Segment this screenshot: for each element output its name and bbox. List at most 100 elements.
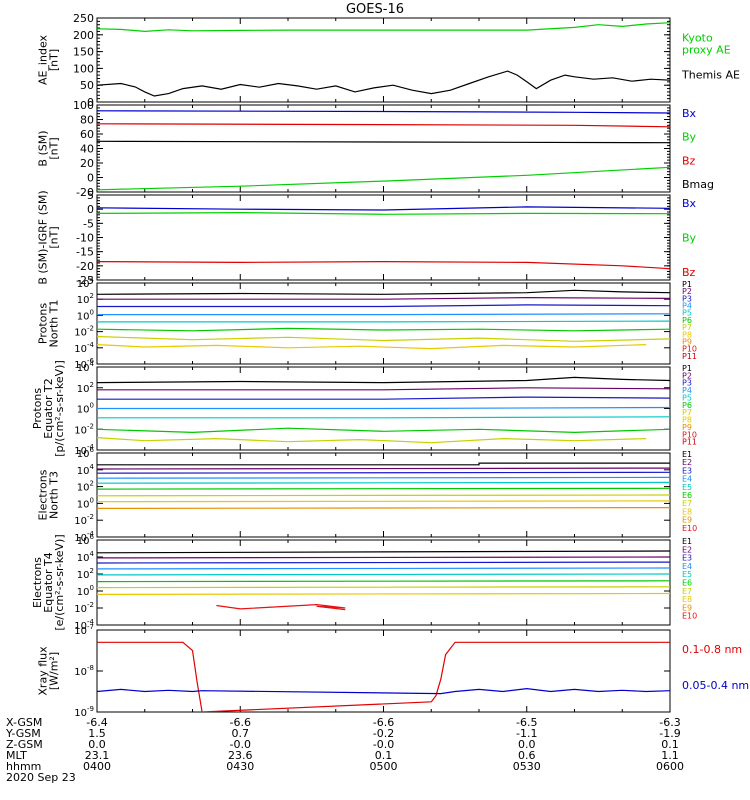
- x-axis-row-label: Y-GSM: [5, 727, 41, 740]
- legend-label-themis-ae: Themis AE: [681, 68, 740, 81]
- legend-label-e1: E1: [682, 450, 692, 459]
- legend-label-p7: P7: [682, 323, 692, 332]
- y-tick-label: 250: [73, 12, 94, 25]
- legend-label-p3: P3: [682, 294, 692, 303]
- y-tick-label: -25: [76, 274, 94, 287]
- series-line-bz: [97, 123, 670, 128]
- y-axis-label: [nT]: [48, 49, 61, 71]
- x-axis-row-label: X-GSM: [6, 716, 42, 729]
- legend-label-e4: E4: [682, 562, 692, 571]
- series-line-p1: [97, 289, 670, 295]
- legend-label-e3: E3: [682, 466, 692, 475]
- y-axis-label: Electrons: [31, 557, 44, 608]
- x-axis-date: 2020 Sep 23: [6, 771, 76, 784]
- series-line-e4: [97, 567, 670, 570]
- series-line-p3: [97, 396, 670, 400]
- y-tick-label: 102: [77, 567, 94, 581]
- series-line-e6: [97, 487, 670, 490]
- legend-label-e5: E5: [682, 483, 692, 492]
- legend-label-e6: E6: [682, 579, 692, 588]
- series-line-bx: [97, 110, 670, 114]
- legend-label-by: By: [682, 131, 697, 144]
- series-line-bz: [97, 260, 670, 270]
- y-tick-label: 106: [77, 446, 95, 460]
- x-axis-value: -6.4: [86, 716, 107, 729]
- series-line-e7: [97, 494, 670, 497]
- panel-frame: [96, 104, 671, 193]
- x-axis-value: 23.1: [85, 749, 110, 762]
- series-line-e10: [216, 603, 346, 611]
- legend-label-p6: P6: [682, 316, 692, 325]
- y-tick-label: 10-7: [74, 623, 94, 637]
- legend-label-p3: P3: [682, 379, 692, 388]
- series-line-p8: [97, 344, 647, 350]
- series-line-e6: [97, 580, 670, 583]
- legend-label-bz: Bz: [682, 266, 696, 279]
- legend-label-kyoto-proxy-ae: Kyoto: [682, 32, 713, 45]
- series-line-0-05-0-4-nm: [97, 687, 670, 695]
- series-line-p2: [97, 387, 670, 391]
- legend-label-p7: P7: [682, 408, 692, 417]
- y-tick-label: 10-4: [74, 443, 94, 457]
- y-tick-label: 104: [77, 276, 95, 290]
- y-tick-label: 100: [77, 496, 94, 510]
- y-tick-label: -10: [76, 232, 94, 245]
- legend-label-by: By: [682, 232, 697, 245]
- legend-label-e5: E5: [682, 570, 692, 579]
- series-line-e2: [97, 467, 670, 470]
- x-axis-value: -0.0: [230, 738, 251, 751]
- y-tick-label: 10-2: [74, 513, 94, 527]
- x-axis-value: 0500: [370, 760, 398, 773]
- series-line-p7: [97, 437, 647, 444]
- legend-label-e3: E3: [682, 554, 692, 563]
- chart-title: GOES-16: [346, 2, 404, 17]
- y-axis-label: Xray flux: [37, 646, 50, 696]
- legend-label-p2: P2: [682, 371, 692, 380]
- y-axis-label: AE_index: [37, 34, 50, 85]
- legend-label-e8: E8: [682, 595, 692, 604]
- x-axis-value: -6.5: [516, 716, 537, 729]
- x-axis-value: -6.6: [230, 716, 251, 729]
- legend-label-p9: P9: [682, 423, 692, 432]
- y-tick-label: 104: [77, 463, 95, 477]
- legend-label-p2: P2: [682, 287, 692, 296]
- y-tick-label: -20: [76, 260, 94, 273]
- y-tick-label: -5: [83, 217, 94, 230]
- series-line-by: [97, 166, 670, 191]
- series-line-e4: [97, 476, 670, 479]
- series-line-bmag: [97, 140, 670, 144]
- legend-label-0-1-0-8-nm: 0.1-0.8 nm: [682, 643, 742, 656]
- x-axis-value: 0530: [513, 760, 541, 773]
- panel-xray: 10-9 10-8 10-7 Xray flux[W/m²] 0.1-0.8 nm 0.0…: [37, 623, 750, 719]
- y-axis-label: Protons: [37, 303, 50, 344]
- x-axis-value: 0.0: [88, 738, 106, 751]
- legend-label-p11: P11: [682, 438, 697, 447]
- x-axis-row-label: MLT: [6, 749, 27, 762]
- x-axis-value: 0400: [83, 760, 111, 773]
- y-axis-label: [nT]: [48, 137, 61, 159]
- legend-label-p5: P5: [682, 393, 692, 402]
- legend-label-p6: P6: [682, 401, 692, 410]
- y-axis-label: [nT]: [48, 226, 61, 248]
- y-tick-label: 100: [73, 99, 94, 112]
- y-tick-label: 10-8: [74, 664, 94, 678]
- legend-label-p4: P4: [682, 386, 692, 395]
- x-axis-value: 0.7: [232, 727, 250, 740]
- y-tick-label: 150: [73, 46, 94, 59]
- legend-label-e8: E8: [682, 507, 692, 516]
- y-axis-label: [W/m²]: [48, 652, 61, 690]
- legend-label-p10: P10: [682, 430, 697, 439]
- y-axis-label: [e/(cm²-s-sr-keV)]: [53, 534, 66, 630]
- y-axis-label: Equator T2: [42, 378, 55, 438]
- x-axis-value: -6.3: [659, 716, 680, 729]
- y-axis-label: North T3: [48, 471, 61, 519]
- x-axis-row-label: hhmm: [6, 760, 41, 773]
- y-tick-label: 102: [77, 480, 94, 494]
- y-tick-label: 106: [77, 533, 95, 547]
- y-tick-label: 10-2: [74, 325, 94, 339]
